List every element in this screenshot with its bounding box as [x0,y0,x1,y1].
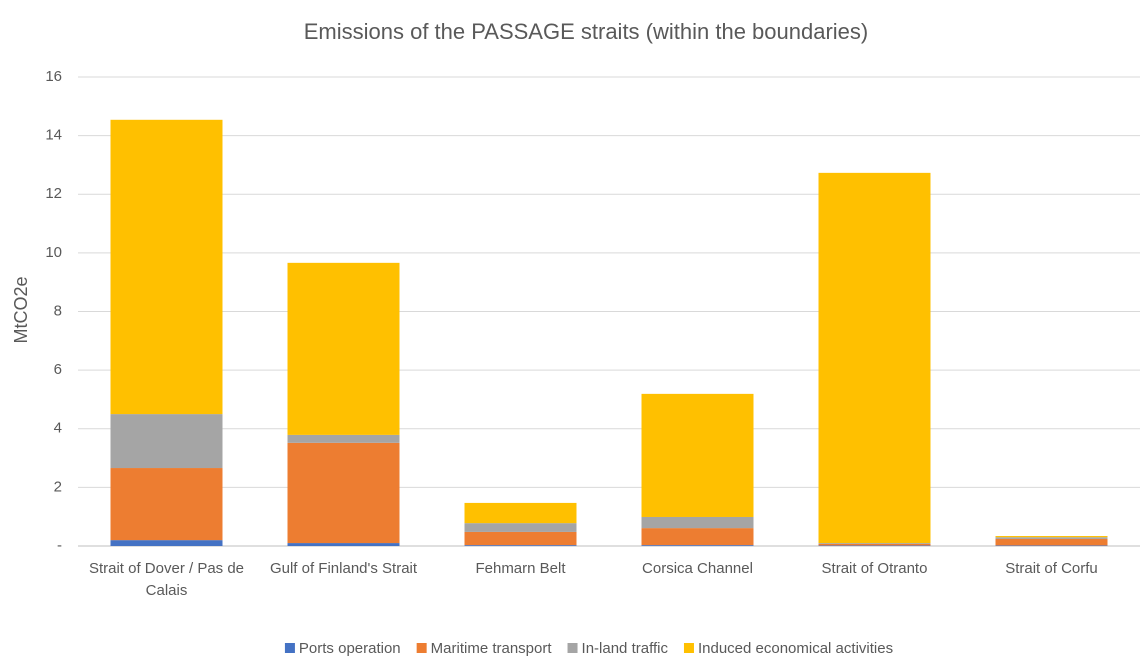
bar-segment [110,119,223,415]
x-tick-label: Strait of Corfu [1005,560,1098,577]
y-tick-label: 4 [54,420,62,437]
y-tick-label: 14 [45,127,62,144]
bar-segment [818,172,931,544]
bar-segment [641,516,754,529]
x-tick-label: Strait of Otranto [821,560,928,577]
y-tick-label: - [57,537,62,554]
bar-segment [110,468,223,541]
x-tick-label: Gulf of Finland's Strait [269,560,418,577]
bar-segment [995,545,1108,546]
y-tick-label: 8 [54,302,62,319]
bar-segment [110,414,223,469]
bar-segment [995,538,1108,546]
bar-segment [287,543,400,546]
bar-segment [287,262,400,435]
bar-segment [641,545,754,546]
chart-title: Emissions of the PASSAGE straits (within… [304,19,869,44]
bar-segment [641,528,754,546]
legend-swatch [683,643,694,653]
bar-segment [464,545,577,546]
bar-segment [818,545,931,546]
bar-segment [464,531,577,546]
legend-swatch [284,643,295,653]
y-tick-label: 16 [45,68,62,85]
bar-segment [464,523,577,532]
x-tick-label: Corsica Channel [642,560,753,577]
legend-swatch [416,643,427,653]
legend-label: In-land traffic [582,640,669,657]
bar-segment [464,502,577,524]
y-tick-label: 2 [54,478,62,495]
y-axis-label: MtCO2e [11,276,31,343]
bar-segment [818,543,931,546]
bar-segment [641,393,754,517]
y-tick-label: 12 [45,185,62,202]
bar-segment [287,442,400,544]
legend-label: Induced economical activities [698,640,893,657]
legend-label: Ports operation [299,640,401,657]
bar-segment [110,540,223,546]
bar-segment [995,536,1108,538]
legend-label: Maritime transport [431,640,553,657]
y-tick-label: 10 [45,244,62,261]
x-tick-label: Strait of Dover / Pas de Calais [88,560,245,599]
bar-segment [287,434,400,443]
legend-swatch [567,643,578,653]
bar-segment [818,543,931,544]
y-tick-label: 6 [54,361,62,378]
bar-segment [995,537,1108,539]
x-tick-label: Fehmarn Belt [475,560,566,577]
